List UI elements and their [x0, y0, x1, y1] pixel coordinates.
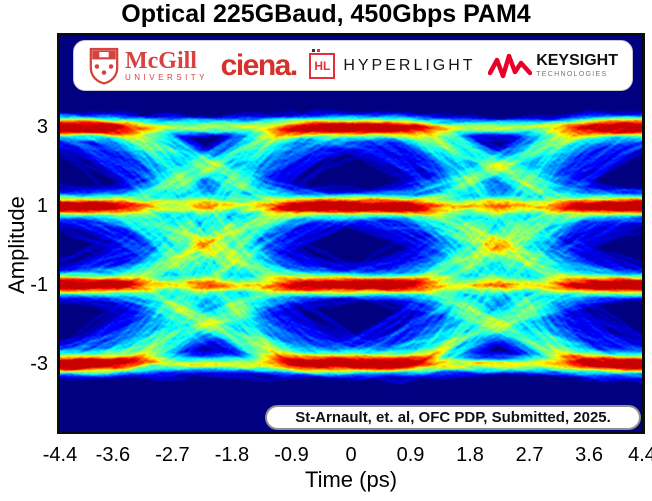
x-tick-label: 1.8: [456, 444, 484, 466]
y-tick-label: 1: [36, 194, 48, 217]
y-axis-label: Amplitude: [4, 196, 29, 294]
mcgill-university-label: UNIVERSITY: [125, 73, 209, 82]
y-tick-label: -3: [30, 352, 48, 375]
eye-diagram-canvas: [60, 36, 642, 431]
ciena-logo: ciena.: [220, 48, 299, 82]
keysight-zigzag-icon: [488, 53, 533, 78]
logo-banner: McGill UNIVERSITY ciena. HL HYPERLIGHT K…: [73, 40, 633, 91]
x-tick-label: 0.9: [396, 444, 425, 466]
mcgill-shield-icon: [89, 47, 119, 85]
x-tick-label: -3.6: [95, 444, 131, 466]
x-axis-label: Time (ps): [304, 467, 398, 492]
keysight-logo: KEYSIGHT TECHNOLOGIES: [488, 51, 618, 81]
keysight-technologies-label: TECHNOLOGIES: [536, 71, 608, 78]
x-tick-label: -2.7: [155, 444, 190, 466]
plot-area: McGill UNIVERSITY ciena. HL HYPERLIGHT K…: [57, 33, 645, 434]
mcgill-logo: McGill UNIVERSITY: [88, 47, 208, 85]
y-tick-label: -1: [30, 273, 48, 296]
keysight-wordmark: KEYSIGHT: [536, 52, 618, 69]
hyperlight-logo: HL HYPERLIGHT: [309, 48, 476, 79]
hyperlight-monogram-icon: HL: [309, 48, 336, 79]
ciena-wordmark: ciena.: [220, 48, 299, 82]
x-tick-label: 3.6: [575, 444, 603, 466]
x-tick-label: -4.4: [42, 444, 78, 466]
x-tick-label: 4.4: [628, 444, 652, 466]
y-tick-label: 3: [36, 115, 48, 138]
citation-badge: St-Arnault, et. al, OFC PDP, Submitted, …: [265, 405, 641, 430]
x-tick-label: -0.9: [274, 444, 309, 466]
x-tick-label: 2.7: [515, 444, 544, 466]
x-tick-label: -1.8: [214, 444, 250, 466]
mcgill-wordmark: McGill: [125, 48, 197, 74]
x-tick-label: 0: [345, 444, 357, 466]
chart-title: Optical 225GBaud, 450Gbps PAM4: [121, 0, 531, 28]
hyperlight-wordmark: HYPERLIGHT: [343, 56, 476, 74]
